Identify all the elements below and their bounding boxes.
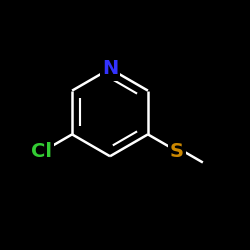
Text: S: S [170,142,184,161]
Text: N: N [102,59,118,78]
Text: Cl: Cl [31,142,52,162]
